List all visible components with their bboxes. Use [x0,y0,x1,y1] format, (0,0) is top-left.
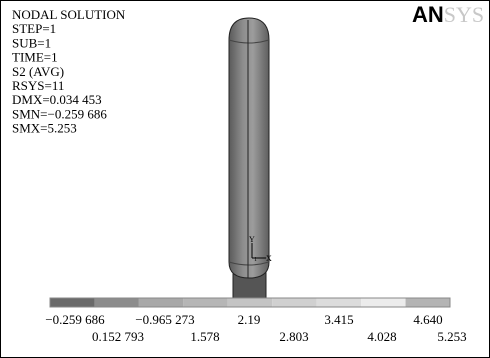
legend-swatch [317,298,361,307]
legend-swatch [406,298,450,307]
info-line: SUB=1 [12,35,51,50]
info-line: STEP=1 [12,21,56,36]
legend-swatch [50,298,94,307]
logo-bold: AN [412,2,444,27]
legend-swatch [228,298,272,307]
legend-bar [50,298,450,307]
triad-x-label: X [266,254,272,263]
triad-y-label: Y [249,235,255,244]
info-line: DMX=0.034 453 [12,92,102,107]
info-line: SMN=−0.259 686 [12,106,107,121]
legend-label: 4.640 [413,312,442,327]
legend-swatch [361,298,405,307]
logo-light: SYS [444,2,484,27]
info-line: TIME=1 [12,50,58,65]
legend-label: 3.415 [324,312,353,327]
legend-label: −0.965 273 [135,312,194,327]
legend-swatch [139,298,183,307]
legend-swatch [183,298,227,307]
legend-label: 1.578 [190,329,219,344]
info-line: SMX=5.253 [12,121,77,136]
legend-label: −0.259 686 [45,312,105,327]
legend-label: 2.19 [238,312,261,327]
ansys-plot: NODAL SOLUTIONSTEP=1SUB=1TIME=1S2 (AVG)R… [0,0,490,358]
info-line: RSYS=11 [12,78,64,93]
legend-label: 2.803 [279,329,308,344]
vessel: Y 1 X [229,18,272,300]
legend-label: 0.152 793 [92,329,144,344]
legend-label: 5.253 [437,329,466,344]
info-line: S2 (AVG) [12,64,64,79]
logo: ANSYS [412,2,484,27]
legend-label: 4.028 [367,329,396,344]
legend-swatch [272,298,316,307]
info-line: NODAL SOLUTION [12,7,126,22]
triad-origin: 1 [254,257,257,263]
legend-swatch [94,298,138,307]
